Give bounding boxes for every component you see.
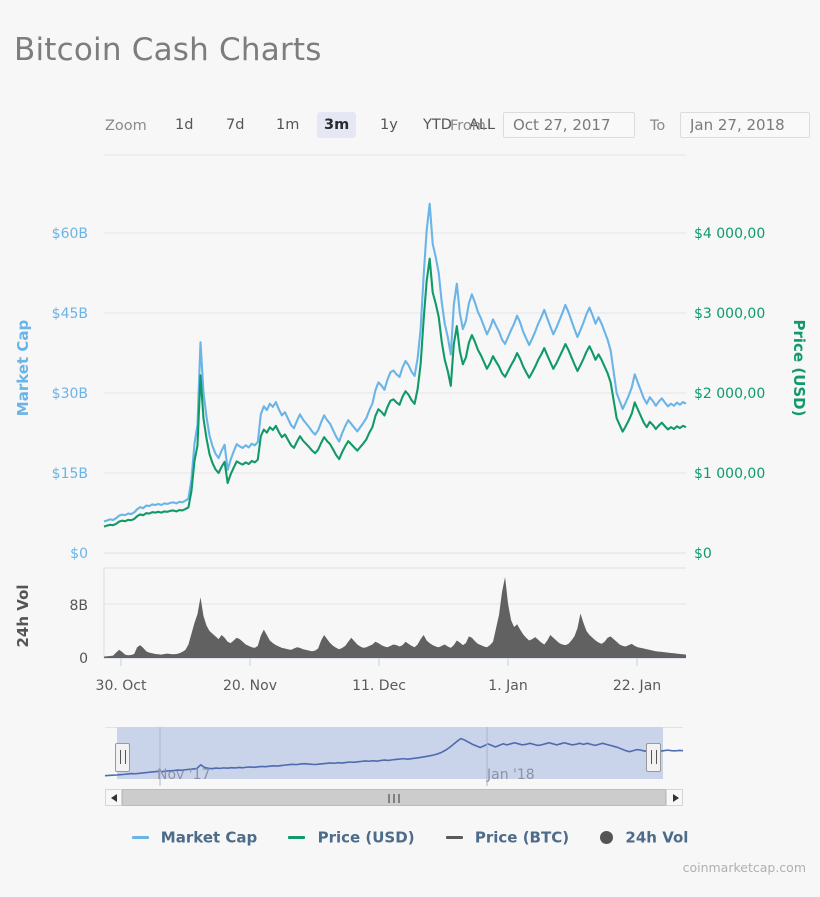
arrow-left-icon [111, 794, 117, 802]
volume-pane: 8B 0 [69, 567, 686, 667]
to-date-input[interactable] [680, 112, 810, 138]
legend-item-24h-vol[interactable]: 24h Vol [600, 828, 688, 847]
legend-label-price-usd: Price (USD) [317, 828, 415, 847]
from-label: From [450, 118, 486, 134]
left-tick-15b: $15B [52, 466, 88, 482]
zoom-label: Zoom [105, 118, 147, 134]
x-tick-4: 22. Jan [613, 678, 661, 694]
chart-legend: Market Cap Price (USD) Price (BTC) 24h V… [0, 827, 820, 847]
legend-swatch-24h-vol [600, 831, 614, 845]
navigator-scrollbar[interactable] [105, 789, 683, 806]
range-button-7d[interactable]: 7d [226, 117, 245, 133]
x-tick-3: 1. Jan [488, 678, 527, 694]
left-tick-45b: $45B [52, 306, 88, 322]
x-tick-2: 11. Dec [352, 678, 406, 694]
range-button-ytd[interactable]: YTD [423, 117, 452, 133]
scrollbar-thumb[interactable] [122, 789, 666, 806]
arrow-right-icon [673, 794, 679, 802]
left-tick-60b: $60B [52, 226, 88, 242]
range-button-1m[interactable]: 1m [276, 117, 300, 133]
legend-item-price-btc[interactable]: Price (BTC) [445, 828, 570, 847]
range-button-1d[interactable]: 1d [175, 117, 194, 133]
legend-swatch-price-usd [288, 836, 306, 840]
legend-item-market-cap[interactable]: Market Cap [131, 828, 258, 847]
right-tick-2000: $2 000,00 [694, 386, 765, 402]
grip-icon [388, 794, 400, 803]
legend-item-price-usd[interactable]: Price (USD) [288, 828, 415, 847]
right-tick-3000: $3 000,00 [694, 306, 765, 322]
grip-icon [120, 750, 126, 764]
legend-label-24h-vol: 24h Vol [625, 828, 689, 847]
range-button-all[interactable]: ALL [469, 117, 496, 133]
navigator-selected-range[interactable] [117, 727, 663, 786]
from-date-input[interactable] [503, 112, 635, 138]
legend-label-market-cap: Market Cap [160, 828, 258, 847]
page-title: Bitcoin Cash Charts [14, 32, 322, 68]
legend-swatch-price-btc [445, 836, 463, 840]
range-button-3m[interactable]: 3m [317, 112, 357, 138]
left-axis-title: Market Cap [14, 320, 32, 417]
main-gridlines [104, 154, 686, 554]
vol-tick-0: 0 [79, 651, 88, 667]
to-label: To [650, 118, 666, 134]
right-tick-0: $0 [694, 546, 712, 562]
right-axis-labels: $4 000,00 $3 000,00 $2 000,00 $1 000,00 … [694, 226, 765, 562]
volume-axis-title: 24h Vol [14, 584, 32, 647]
right-axis-title: Price (USD) [790, 320, 808, 417]
navigator-handle-right[interactable] [646, 743, 661, 772]
scroll-left-button[interactable] [105, 789, 122, 806]
x-tick-1: 20. Nov [223, 678, 277, 694]
right-tick-1000: $1 000,00 [694, 466, 765, 482]
legend-label-price-btc: Price (BTC) [474, 828, 570, 847]
left-tick-0: $0 [70, 546, 88, 562]
navigator-handle-left[interactable] [115, 743, 130, 772]
series-price-usd [103, 257, 687, 528]
grip-icon [651, 750, 657, 764]
left-tick-30b: $30B [52, 386, 88, 402]
scroll-right-button[interactable] [666, 789, 683, 806]
series-24h-vol [104, 577, 686, 658]
left-axis-labels: $60B $45B $30B $15B $0 [52, 226, 88, 562]
legend-swatch-market-cap [131, 836, 149, 840]
navigator-svg [105, 727, 683, 786]
vol-tick-8b: 8B [69, 598, 88, 614]
series-market-cap [103, 202, 687, 523]
x-axis: 30. Oct 20. Nov 11. Dec 1. Jan 22. Jan [96, 658, 661, 694]
credits-label: coinmarketcap.com [682, 860, 806, 875]
navigator[interactable]: Nov '17 Jan '18 [105, 727, 683, 787]
right-tick-4000: $4 000,00 [694, 226, 765, 242]
range-button-1y[interactable]: 1y [380, 117, 398, 133]
x-tick-0: 30. Oct [96, 678, 147, 694]
